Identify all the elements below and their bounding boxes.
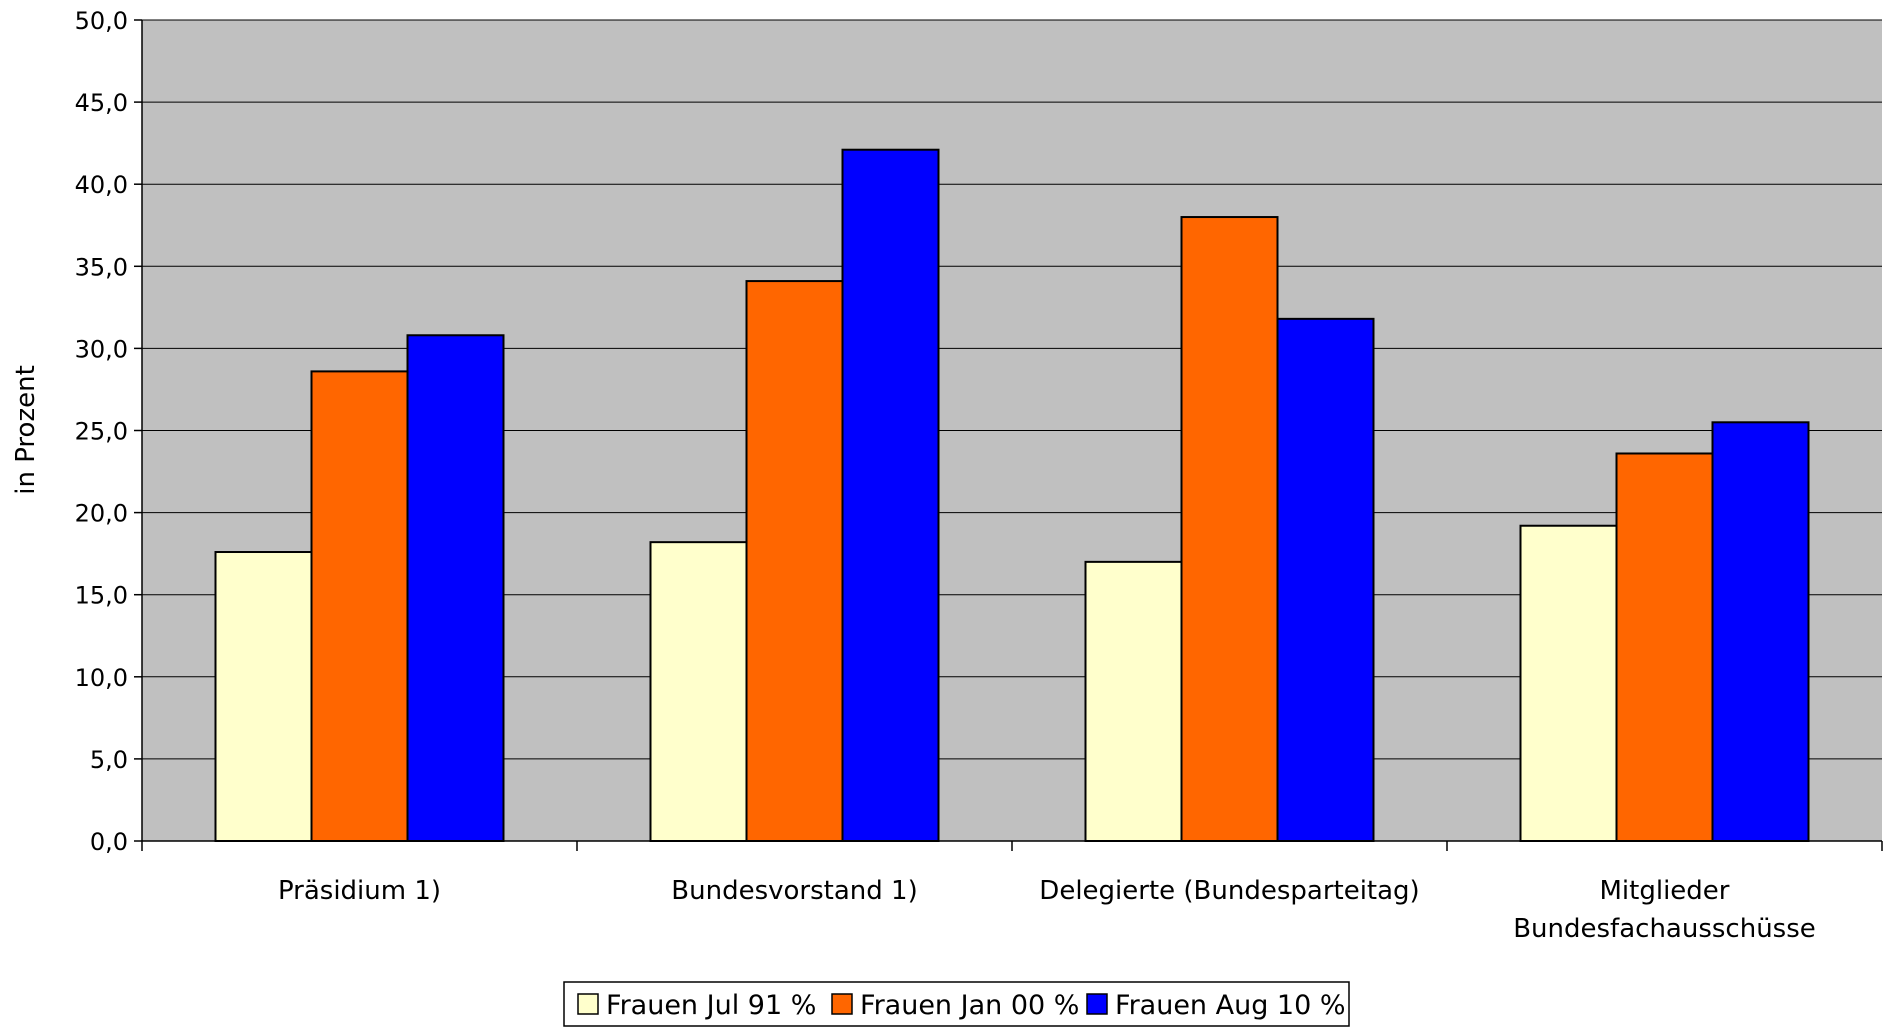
bar-1-1 [214,551,313,842]
legend-swatch [577,993,599,1015]
x-category-label: Bundesfachausschüsse [1513,914,1816,944]
bar-3-1 [406,334,505,842]
bar-3-3 [1276,317,1375,842]
y-tick-label: 10,0 [75,664,128,692]
y-tick-label: 35,0 [75,253,128,281]
bar-1-2 [649,541,748,842]
bar-1-4 [1519,524,1618,843]
bar-2-2 [745,280,844,842]
y-tick-label: 20,0 [75,500,128,528]
bar-2-3 [1180,216,1279,843]
bar-3-2 [841,148,940,842]
legend-box [563,981,1350,1027]
x-category-label: Bundesvorstand 1) [671,876,917,906]
bar-2-4 [1615,452,1714,842]
y-tick-label: 5,0 [90,746,128,774]
y-tick-label: 30,0 [75,335,128,363]
legend-label: Frauen Jul 91 % [606,990,816,1021]
legend-label: Frauen Aug 10 % [1115,990,1346,1021]
y-tick-label: 0,0 [90,828,128,856]
y-tick-label: 40,0 [75,171,128,199]
legend-swatch [831,993,853,1015]
bars [214,148,1810,843]
bar-3-4 [1711,421,1810,842]
legend-label: Frauen Jan 00 % [860,990,1079,1021]
bar-2-1 [310,370,409,842]
axes [134,19,1883,851]
x-category-label: Delegierte (Bundesparteitag) [1039,876,1419,906]
x-category-label: Mitglieder [1600,876,1730,906]
legend-swatch [1086,993,1108,1015]
y-tick-label: 15,0 [75,582,128,610]
y-tick-label: 45,0 [75,89,128,117]
x-category-labels: Präsidium 1) Bundesvorstand 1) Delegierte … [278,876,1816,944]
y-tick-labels: 0,0 5,0 10,0 15,0 20,0 25,0 30,0 35,0 40,0 45,0 50… [75,7,128,856]
x-category-label: Präsidium 1) [278,876,441,906]
legend: Frauen Jul 91 % Frauen Jan 00 % Frauen Aug… [563,981,1350,1027]
bar-1-3 [1084,560,1183,842]
y-tick-label: 25,0 [75,418,128,446]
y-tick-label: 50,0 [75,7,128,35]
y-axis-title: in Prozent [11,365,41,495]
